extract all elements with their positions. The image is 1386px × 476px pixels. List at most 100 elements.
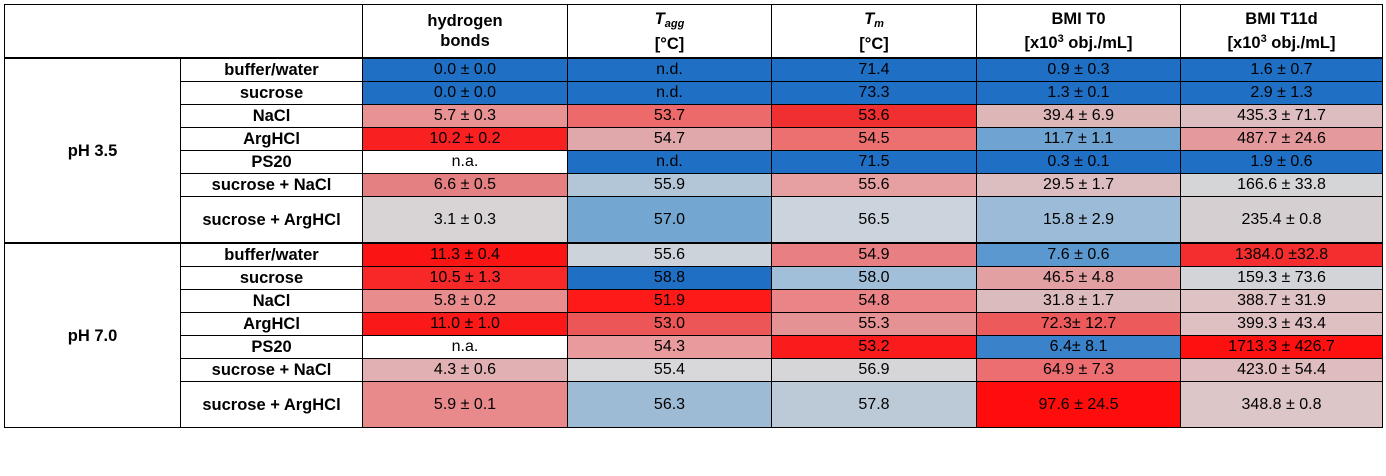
value-cell: 5.8 ± 0.2 <box>362 289 568 313</box>
solution-label: buffer/water <box>180 242 363 267</box>
solution-label: NaCl <box>180 289 363 313</box>
header-tm: Tm [°C] <box>771 4 977 59</box>
header-bmi-t11d: BMI T11d [x103 obj./mL] <box>1180 4 1383 59</box>
header-empty-cell <box>4 4 363 59</box>
value-cell: 71.5 <box>771 150 977 174</box>
solution-label: PS20 <box>180 150 363 174</box>
results-table: hydrogen bonds Tagg [°C] Tm [°C] BMI T0 … <box>4 4 1383 428</box>
value-cell: 0.0 ± 0.0 <box>362 57 568 82</box>
table-header: hydrogen bonds Tagg [°C] Tm [°C] BMI T0 … <box>4 4 1383 59</box>
solution-label: PS20 <box>180 335 363 359</box>
value-cell: 55.6 <box>771 173 977 197</box>
header-bmi-t11d-unit-pre: [x10 <box>1227 34 1261 52</box>
table-row: pH 3.5 buffer/water 0.0 ± 0.0 n.d. 71.4 0.9 ±… <box>4 57 1383 244</box>
header-tm-subscript: m <box>874 17 884 30</box>
value-cell: 388.7 ± 31.9 <box>1180 289 1383 313</box>
value-cell: 10.2 ± 0.2 <box>362 127 568 151</box>
header-bmi-t0-title: BMI T0 <box>1051 10 1106 28</box>
value-cell: 0.3 ± 0.1 <box>976 150 1181 174</box>
value-cell: 51.9 <box>567 289 772 313</box>
value-cell: 55.4 <box>567 358 772 382</box>
value-cell: 15.8 ± 2.9 <box>976 196 1181 244</box>
value-cell: 2.9 ± 1.3 <box>1180 81 1383 105</box>
value-cell: 71.4 <box>771 57 977 82</box>
group-label: pH 7.0 <box>4 242 181 428</box>
header-tm-symbol: T <box>864 9 875 28</box>
value-cell: 58.0 <box>771 266 977 290</box>
group-label: pH 3.5 <box>4 57 181 244</box>
solution-label: sucrose + ArgHCl <box>180 381 363 428</box>
solution-label: sucrose <box>180 266 363 290</box>
value-cell: 0.0 ± 0.0 <box>362 81 568 105</box>
value-cell: 55.3 <box>771 312 977 336</box>
value-cell: 159.3 ± 73.6 <box>1180 266 1383 290</box>
value-cell: 53.0 <box>567 312 772 336</box>
header-tagg-symbol: T <box>654 9 665 28</box>
value-cell: 487.7 ± 24.6 <box>1180 127 1383 151</box>
value-cell: 5.9 ± 0.1 <box>362 381 568 428</box>
value-cell: 29.5 ± 1.7 <box>976 173 1181 197</box>
solution-label: ArgHCl <box>180 312 363 336</box>
table-row: NaCl 5.8 ± 0.2 51.9 54.8 31.8 ± 1.7 388.7 ± 3… <box>5 289 1383 313</box>
value-cell: 1.3 ± 0.1 <box>976 81 1181 105</box>
value-cell: 72.3± 12.7 <box>976 312 1181 336</box>
value-cell: n.d. <box>567 150 772 174</box>
value-cell: n.a. <box>362 150 568 174</box>
value-cell: 1713.3 ± 426.7 <box>1180 335 1383 359</box>
header-hydrogen-bonds: hydrogen bonds <box>362 4 568 59</box>
header-bmi-t11d-unit-post: obj./mL] <box>1266 34 1336 52</box>
header-bmi-t0-unit-pre: [x10 <box>1024 34 1058 52</box>
table-row: PS20 n.a. 54.3 53.2 6.4± 8.1 1713.3 ± 426.7 <box>5 335 1383 359</box>
value-cell: 11.3 ± 0.4 <box>362 242 568 267</box>
value-cell: n.d. <box>567 57 772 82</box>
value-cell: 3.1 ± 0.3 <box>362 196 568 244</box>
value-cell: 399.3 ± 43.4 <box>1180 312 1383 336</box>
value-cell: 1.9 ± 0.6 <box>1180 150 1383 174</box>
header-tagg-subscript: agg <box>664 17 685 30</box>
value-cell: 57.8 <box>771 381 977 428</box>
table-row: sucrose + ArgHCl 3.1 ± 0.3 57.0 56.5 15.8 ± … <box>5 196 1383 244</box>
header-tagg-unit: [°C] <box>654 34 685 53</box>
solution-label: sucrose + NaCl <box>180 173 363 197</box>
value-cell: 435.3 ± 71.7 <box>1180 104 1383 128</box>
value-cell: 58.8 <box>567 266 772 290</box>
value-cell: 56.5 <box>771 196 977 244</box>
header-hb-line1: hydrogen <box>427 12 503 30</box>
value-cell: 54.3 <box>567 335 772 359</box>
table-row: PS20 n.a. n.d. 71.5 0.3 ± 0.1 1.9 ± 0.6 <box>5 150 1383 174</box>
value-cell: 46.5 ± 4.8 <box>976 266 1181 290</box>
value-cell: 64.9 ± 7.3 <box>976 358 1181 382</box>
solution-label: sucrose + ArgHCl <box>180 196 363 244</box>
value-cell: 31.8 ± 1.7 <box>976 289 1181 313</box>
value-cell: 39.4 ± 6.9 <box>976 104 1181 128</box>
table-row: sucrose 10.5 ± 1.3 58.8 58.0 46.5 ± 4.8 159.3… <box>5 266 1383 290</box>
table-row: pH 7.0 buffer/water 11.3 ± 0.4 55.6 54.9 7.6 … <box>4 242 1383 428</box>
value-cell: n.a. <box>362 335 568 359</box>
value-cell: 54.7 <box>567 127 772 151</box>
value-cell: n.d. <box>567 81 772 105</box>
header-bmi-t0-unit-post: obj./mL] <box>1063 34 1133 52</box>
value-cell: 54.5 <box>771 127 977 151</box>
value-cell: 56.9 <box>771 358 977 382</box>
header-bmi-t11d-title: BMI T11d <box>1245 10 1318 28</box>
value-cell: 55.9 <box>567 173 772 197</box>
value-cell: 348.8 ± 0.8 <box>1180 381 1383 428</box>
value-cell: 53.2 <box>771 335 977 359</box>
value-cell: 1384.0 ±32.8 <box>1180 242 1383 267</box>
value-cell: 0.9 ± 0.3 <box>976 57 1181 82</box>
header-tm-unit: [°C] <box>859 34 889 53</box>
value-cell: 7.6 ± 0.6 <box>976 242 1181 267</box>
table-row: sucrose + NaCl 6.6 ± 0.5 55.9 55.6 29.5 ± 1.… <box>5 173 1383 197</box>
table-row: sucrose + NaCl 4.3 ± 0.6 55.4 56.9 64.9 ± 7.… <box>5 358 1383 382</box>
solution-label: sucrose + NaCl <box>180 358 363 382</box>
value-cell: 1.6 ± 0.7 <box>1180 57 1383 82</box>
header-hb-line2: bonds <box>440 32 490 50</box>
table-row: ArgHCl 10.2 ± 0.2 54.7 54.5 11.7 ± 1.1 487.7 … <box>5 127 1383 151</box>
value-cell: 166.6 ± 33.8 <box>1180 173 1383 197</box>
value-cell: 54.8 <box>771 289 977 313</box>
value-cell: 235.4 ± 0.8 <box>1180 196 1383 244</box>
header-bmi-t0-unit-sup: 3 <box>1057 33 1064 45</box>
value-cell: 11.0 ± 1.0 <box>362 312 568 336</box>
header-bmi-t11d-unit-sup: 3 <box>1260 33 1267 45</box>
value-cell: 6.4± 8.1 <box>976 335 1181 359</box>
